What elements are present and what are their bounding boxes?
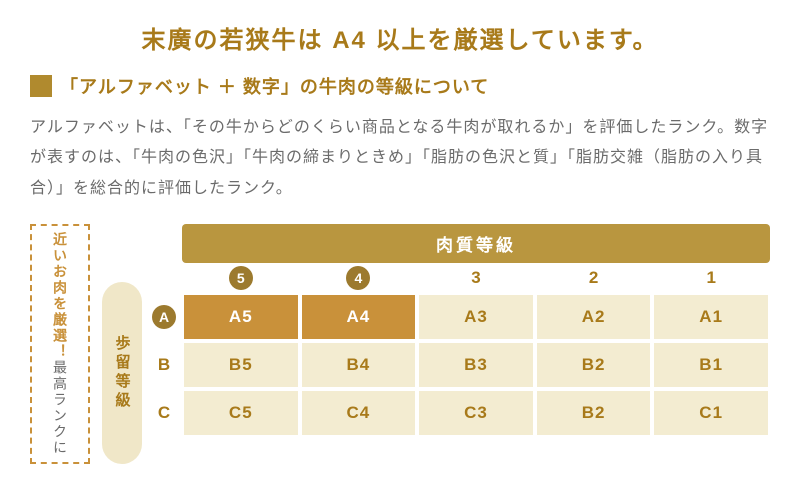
table-row: B B5 B4 B3 B2 B1: [146, 341, 770, 389]
row-letter-c: C: [146, 389, 182, 437]
cell-a2: A2: [537, 295, 651, 339]
grade-chart: 近いお肉を厳選！ 最高ランクに 歩留等級 肉質等級 5 4 3 2 1 A A5…: [30, 224, 770, 464]
callout-text: 近いお肉を厳選！ 最高ランクに: [50, 232, 70, 456]
num-badge-4: 4: [346, 266, 370, 290]
section-subheading: 「アルファベット ＋ 数字」の牛肉の等級について: [30, 73, 770, 99]
row-letter-b: B: [146, 341, 182, 389]
col-num-1: 1: [652, 266, 770, 290]
row-badge-a: A: [152, 305, 176, 329]
page-headline: 末廣の若狭牛は A4 以上を厳選しています。: [30, 20, 770, 55]
callout-line-highlight: 近いお肉を厳選！: [50, 232, 70, 360]
col-num-3: 3: [417, 266, 535, 290]
cell-b1: B1: [654, 343, 768, 387]
table-row: C C5 C4 C3 B2 C1: [146, 389, 770, 437]
cell-c2: B2: [537, 391, 651, 435]
grade-grid: 肉質等級 5 4 3 2 1 A A5 A4 A3 A2 A1 B B5 B4 …: [146, 224, 770, 464]
cell-c3: C3: [419, 391, 533, 435]
num-badge-5: 5: [229, 266, 253, 290]
cell-c4: C4: [302, 391, 416, 435]
column-number-row: 5 4 3 2 1: [182, 266, 770, 290]
cell-a3: A3: [419, 295, 533, 339]
col-num-4: 4: [300, 266, 418, 290]
cell-b2: B2: [537, 343, 651, 387]
col-num-5: 5: [182, 266, 300, 290]
cell-a5: A5: [184, 295, 298, 339]
callout-line-normal: 最高ランクに: [50, 360, 70, 456]
yield-grade-label: 歩留等級: [102, 282, 142, 464]
cell-a1: A1: [654, 295, 768, 339]
cell-c5: C5: [184, 391, 298, 435]
cell-c1: C1: [654, 391, 768, 435]
subheading-text: 「アルファベット ＋ 数字」の牛肉の等級について: [60, 73, 489, 99]
cell-a4: A4: [302, 295, 416, 339]
col-num-2: 2: [535, 266, 653, 290]
yield-grade-text: 歩留等級: [112, 335, 133, 411]
bullet-square-icon: [30, 75, 52, 97]
cell-b5: B5: [184, 343, 298, 387]
description-text: アルファベットは、「その牛からどのくらい商品となる牛肉が取れるか」を評価したラン…: [30, 113, 770, 204]
row-letter-a: A: [146, 293, 182, 341]
cell-b3: B3: [419, 343, 533, 387]
table-row: A A5 A4 A3 A2 A1: [146, 293, 770, 341]
callout-box: 近いお肉を厳選！ 最高ランクに: [30, 224, 90, 464]
cell-b4: B4: [302, 343, 416, 387]
quality-grade-header: 肉質等級: [182, 224, 770, 263]
